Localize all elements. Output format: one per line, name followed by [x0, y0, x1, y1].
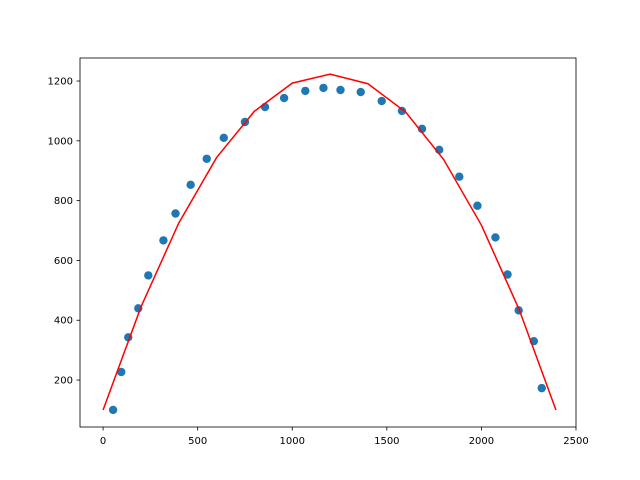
scatter-point	[159, 236, 168, 245]
y-tick-label: 600	[54, 256, 73, 267]
axes-frame	[79, 57, 577, 428]
scatter-point	[377, 96, 386, 106]
x-tick-label: 2000	[469, 436, 494, 447]
scatter-point	[108, 405, 118, 415]
x-tick-label: 500	[188, 436, 207, 447]
x-tick-label: 2500	[563, 436, 588, 447]
scatter-point	[202, 154, 211, 163]
scatter-point	[319, 83, 328, 93]
x-tick-label: 0	[100, 436, 106, 447]
scatter-point	[219, 133, 228, 143]
scatter-point	[356, 87, 365, 97]
y-tick-label: 200	[54, 376, 73, 387]
scatter-point	[171, 209, 180, 218]
scatter-point	[336, 85, 345, 95]
scatter-point	[144, 271, 153, 280]
y-tick-label: 1200	[48, 77, 73, 88]
scatter-point	[117, 367, 126, 377]
scatter-point	[503, 270, 512, 279]
plot-area	[102, 73, 557, 415]
scatter-point	[301, 86, 310, 96]
scatter-point	[455, 172, 464, 181]
scatter-point	[186, 180, 195, 189]
x-tick-label: 1500	[374, 436, 399, 447]
x-tick-label: 1000	[280, 436, 305, 447]
scatter-point	[491, 233, 500, 242]
y-tick-label: 800	[54, 196, 73, 207]
scatter-point	[537, 383, 546, 393]
scatter-point	[397, 106, 407, 116]
y-tick-label: 400	[54, 316, 73, 327]
y-tick-label: 1000	[48, 136, 73, 147]
scatter-point	[473, 201, 482, 210]
scatter-point	[279, 93, 289, 103]
fit-line	[102, 73, 557, 411]
